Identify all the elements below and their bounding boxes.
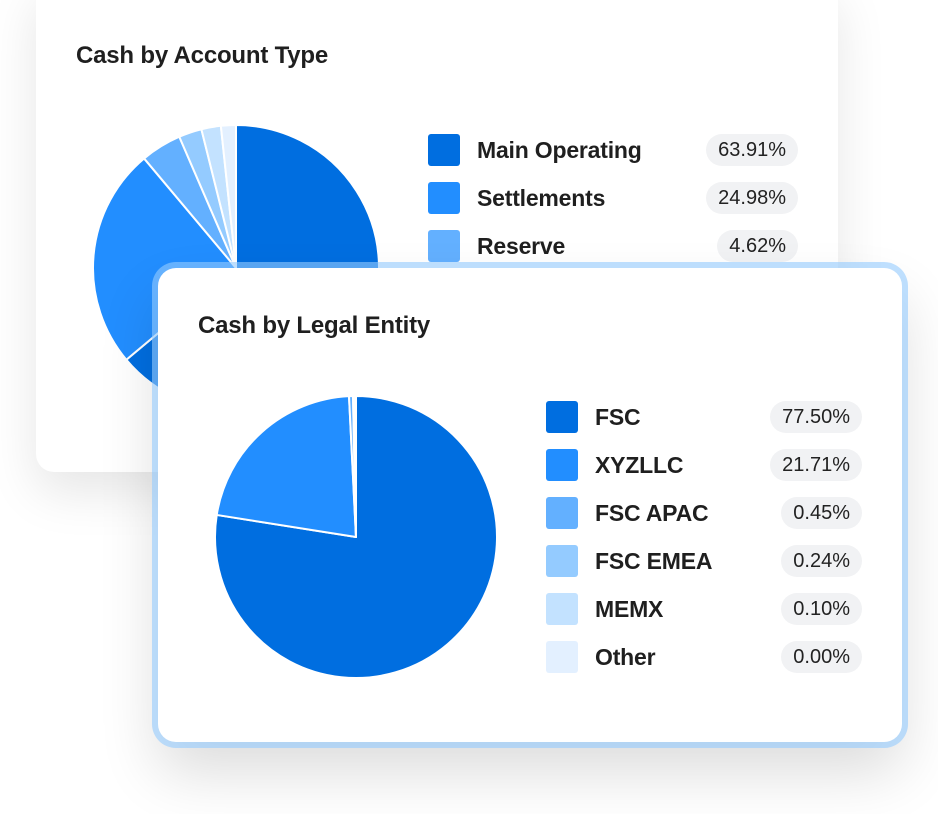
percentage-badge: 0.10% <box>781 593 862 625</box>
legend-swatch <box>546 497 578 529</box>
pie-slice-fsc <box>214 395 498 679</box>
percentage-badge: 63.91% <box>706 134 798 166</box>
percentage-badge: 0.24% <box>781 545 862 577</box>
legend-swatch <box>546 641 578 673</box>
legend-label: FSC <box>595 403 641 430</box>
account-type-legend: Main Operating 63.91% Settlements 24.98%… <box>428 126 798 270</box>
legend-item: FSC 77.50% <box>546 393 862 441</box>
legend-label: Reserve <box>477 232 566 259</box>
percentage-badge: 24.98% <box>706 182 798 214</box>
legend-swatch <box>428 230 460 262</box>
legend-label: MEMX <box>595 595 664 622</box>
legend-item: FSC EMEA 0.24% <box>546 537 862 585</box>
pie-slice-memx <box>354 395 357 538</box>
legal-entity-card: Cash by Legal Entity FSC 77.50% XYZLLC 2… <box>158 268 902 742</box>
legend-item: MEMX 0.10% <box>546 585 862 633</box>
legend-item: XYZLLC 21.71% <box>546 441 862 489</box>
pie-slice-settlements <box>92 157 237 361</box>
legend-label: Other <box>595 643 656 670</box>
percentage-badge: 0.45% <box>781 497 862 529</box>
legal-entity-legend: FSC 77.50% XYZLLC 21.71% FSC APAC 0.45% … <box>546 393 862 681</box>
legend-label: Main Operating <box>477 136 642 163</box>
account-type-title: Cash by Account Type <box>76 42 329 69</box>
legend-swatch <box>428 134 460 166</box>
legend-item: Other 0.00% <box>546 633 862 681</box>
pie-slice-unlabeled-5 <box>219 124 237 269</box>
legend-label: XYZLLC <box>595 451 684 478</box>
legend-swatch <box>546 449 578 481</box>
legend-swatch <box>546 545 578 577</box>
legend-label: FSC APAC <box>595 499 709 526</box>
legend-item: Reserve 4.62% <box>428 222 798 270</box>
legend-label: FSC EMEA <box>595 547 713 574</box>
legend-item: FSC APAC 0.45% <box>546 489 862 537</box>
percentage-badge: 77.50% <box>770 401 862 433</box>
legal-entity-title: Cash by Legal Entity <box>198 312 431 339</box>
legal-entity-pie <box>214 395 498 679</box>
percentage-badge: 0.00% <box>781 641 862 673</box>
legend-item: Main Operating 63.91% <box>428 126 798 174</box>
legend-swatch <box>546 401 578 433</box>
legend-swatch <box>546 593 578 625</box>
percentage-badge: 21.71% <box>770 449 862 481</box>
legend-label: Settlements <box>477 184 606 211</box>
pie-slice-xyzllc <box>215 395 357 538</box>
legend-item: Settlements 24.98% <box>428 174 798 222</box>
percentage-badge: 4.62% <box>717 230 798 262</box>
legend-swatch <box>428 182 460 214</box>
